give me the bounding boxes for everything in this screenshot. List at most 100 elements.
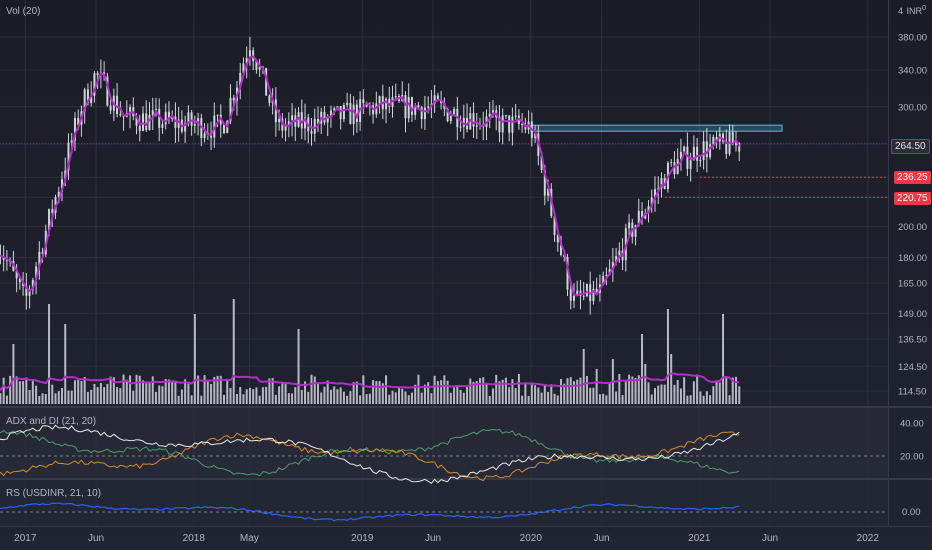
- candle-body: [731, 132, 734, 146]
- volume-bar: [129, 375, 132, 404]
- candle-body: [427, 106, 430, 108]
- candle-body: [475, 125, 478, 127]
- volume-bar: [190, 395, 193, 404]
- candle-body: [602, 276, 605, 285]
- price-tick-label: 380.00: [898, 33, 927, 44]
- volume-bar: [440, 380, 443, 404]
- volume-bar: [394, 392, 397, 404]
- volume-bar: [699, 391, 702, 404]
- volume-bar: [372, 380, 375, 404]
- volume-bar: [271, 377, 274, 404]
- volume-bar: [125, 379, 128, 404]
- support-2-price-tag: 220.75: [894, 192, 931, 205]
- volume-bar: [433, 375, 436, 404]
- candle-body: [109, 105, 112, 111]
- price-tick-label: 165.00: [898, 279, 927, 290]
- volume-bar: [25, 377, 28, 404]
- candle-body: [151, 110, 154, 115]
- volume-bar: [161, 386, 164, 404]
- volume-bar: [83, 377, 86, 404]
- candle-body: [148, 114, 151, 131]
- candle-body: [375, 103, 378, 115]
- adx-tick-label: 40.00: [900, 419, 924, 430]
- volume-bar: [96, 387, 99, 404]
- candle-body: [524, 125, 527, 130]
- candle-body: [135, 116, 138, 126]
- time-tick-label: Jun: [593, 533, 609, 544]
- volume-bar: [660, 384, 663, 404]
- separator-adx-rs: [0, 478, 932, 480]
- volume-bar: [676, 380, 679, 404]
- volume-bar: [261, 387, 264, 404]
- volume-bar: [284, 382, 287, 404]
- rs-indicator-label[interactable]: RS (USDINR, 21, 10): [6, 488, 102, 499]
- volume-bar: [449, 392, 452, 404]
- support-1-price-tag: 236.25: [894, 171, 931, 184]
- volume-bar: [368, 393, 371, 404]
- volume-bar: [508, 387, 511, 404]
- candle-body: [414, 105, 417, 115]
- volume-bar: [628, 374, 631, 404]
- candle-body: [83, 89, 86, 112]
- volume-bar: [99, 382, 102, 404]
- candle-body: [585, 284, 588, 296]
- volume-bar: [304, 381, 307, 404]
- candle-body: [300, 112, 303, 129]
- candle-body: [197, 118, 200, 125]
- time-tick-label: 2022: [857, 533, 880, 544]
- volume-bar: [365, 394, 368, 404]
- volume-bar: [362, 375, 365, 404]
- candle-body: [67, 142, 70, 171]
- volume-bar: [106, 383, 109, 404]
- volume-bar: [709, 395, 712, 404]
- candle-body: [284, 126, 287, 131]
- time-tick-label: Jun: [88, 533, 104, 544]
- volume-bar: [248, 387, 251, 404]
- candle-body: [615, 256, 618, 263]
- candle-body: [472, 113, 475, 127]
- volume-bar: [349, 391, 352, 404]
- volume-bar: [219, 375, 222, 404]
- candle-body: [657, 188, 660, 190]
- candle-body: [177, 119, 180, 128]
- candle-body: [287, 121, 290, 127]
- candle-body: [239, 72, 242, 88]
- price-tick-label: 180.00: [898, 253, 927, 264]
- candle-body: [394, 96, 397, 98]
- volume-bar: [73, 380, 76, 404]
- volume-bar: [495, 374, 498, 404]
- di-minus-line: [0, 431, 740, 482]
- candle-body: [161, 124, 164, 128]
- candle-body: [407, 97, 410, 119]
- candle-body: [676, 159, 679, 175]
- candle-body: [709, 144, 712, 158]
- candle-body: [352, 104, 355, 125]
- volume-bar: [579, 377, 582, 404]
- adx-indicator-label[interactable]: ADX and DI (21, 20): [6, 416, 97, 427]
- currency-unit[interactable]: 4 INR0: [898, 3, 926, 16]
- candle-body: [378, 96, 381, 104]
- volume-bar: [615, 391, 618, 404]
- volume-bar: [540, 392, 543, 404]
- candle-body: [683, 146, 686, 152]
- candle-body: [73, 117, 76, 141]
- time-tick-label: 2018: [183, 533, 206, 544]
- volume-bar: [566, 378, 569, 404]
- volume-bar: [226, 379, 229, 404]
- volume-bar: [44, 394, 47, 404]
- volume-indicator-label[interactable]: Vol (20): [6, 6, 41, 17]
- volume-bar: [164, 379, 167, 404]
- candle-body: [70, 140, 73, 143]
- volume-bar: [9, 375, 12, 404]
- volume-bar: [281, 383, 284, 404]
- candle-body: [245, 58, 248, 64]
- volume-bar: [469, 378, 472, 404]
- candle-body: [278, 119, 281, 123]
- current-price-tag: 264.50: [891, 139, 930, 154]
- volume-bar: [116, 387, 119, 404]
- candle-body: [342, 105, 345, 120]
- volume-bar: [60, 388, 63, 404]
- candle-body: [521, 123, 524, 126]
